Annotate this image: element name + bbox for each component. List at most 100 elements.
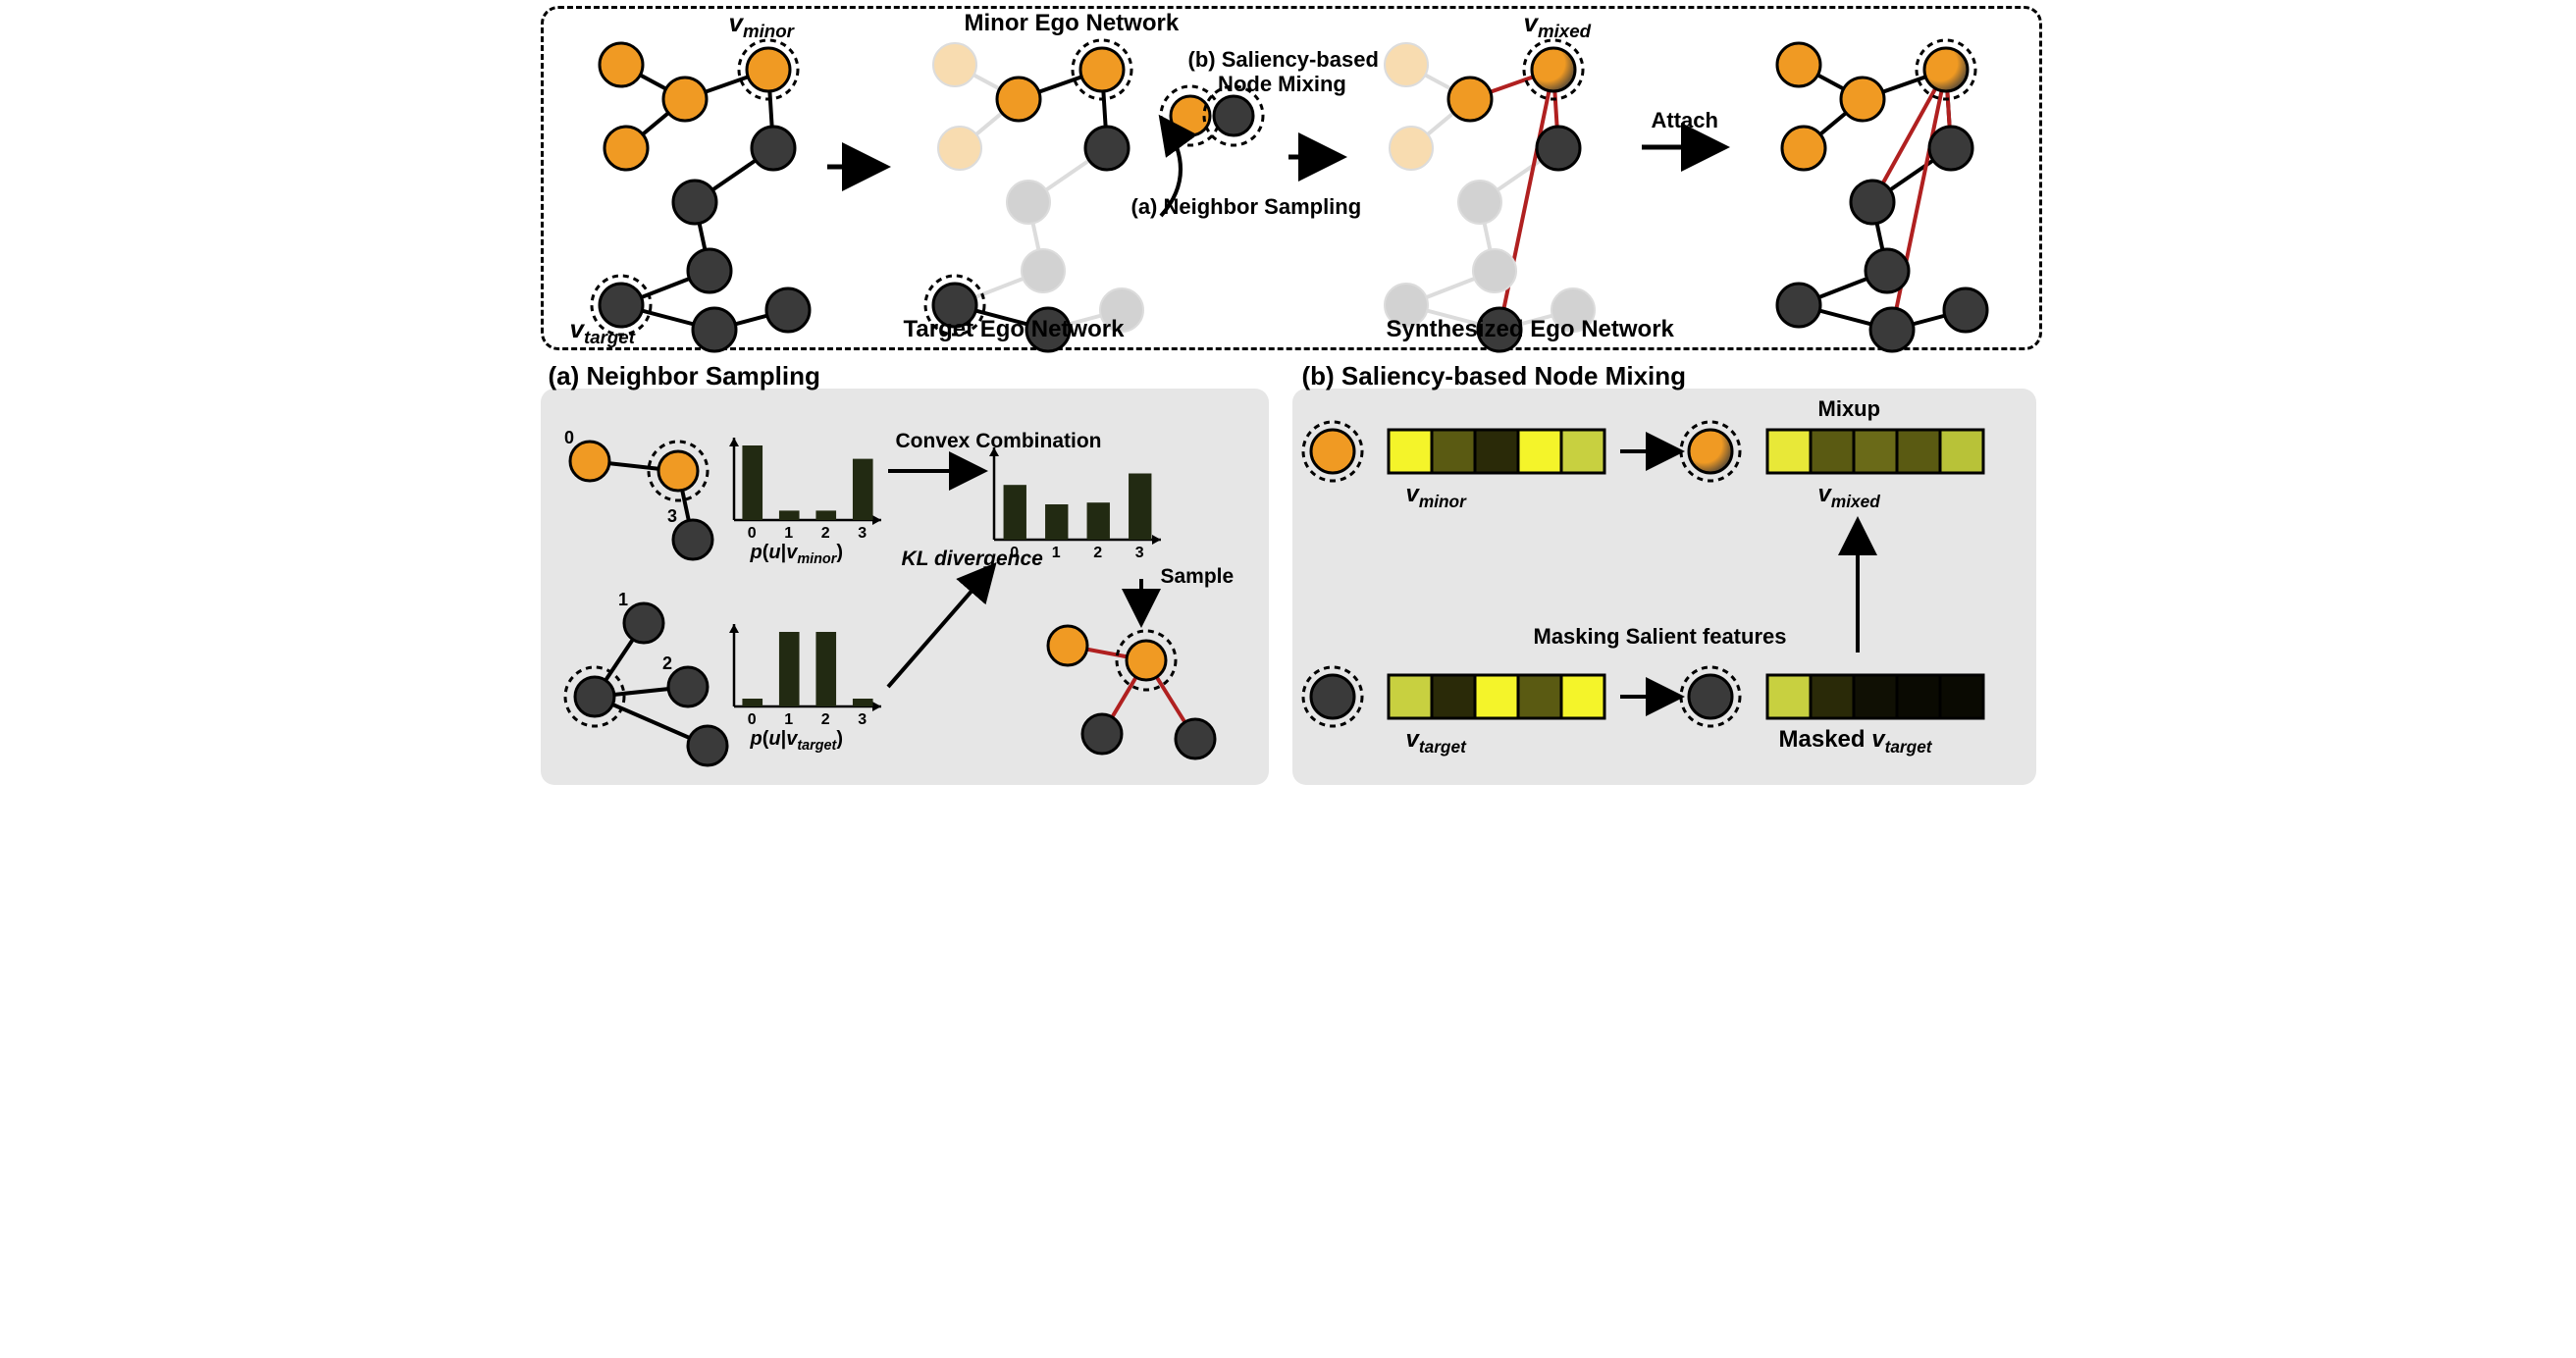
feature-cell <box>1475 430 1518 473</box>
graph-node <box>752 127 795 170</box>
graph-node <box>1473 249 1516 292</box>
bar <box>742 445 762 520</box>
label-p-minor: p(u|vminor) <box>751 542 844 567</box>
node-tag: 2 <box>662 653 672 673</box>
graph-node <box>1127 641 1166 680</box>
feature-cell <box>1897 430 1940 473</box>
svg-layer: 0312012301230123 <box>533 0 2044 795</box>
graph-node <box>1448 78 1492 121</box>
label-convex: Convex Combination <box>896 430 1102 453</box>
axis-arrowhead <box>1152 535 1161 545</box>
feature-cell <box>1389 675 1432 718</box>
graph-node <box>766 288 810 332</box>
label-attach: Attach <box>1652 108 1718 133</box>
graph-node <box>600 43 643 86</box>
feature-cell <box>1432 675 1475 718</box>
label-sample: Sample <box>1161 565 1235 589</box>
graph-node <box>1385 43 1428 86</box>
graph-node <box>1777 284 1820 327</box>
bar <box>1045 504 1068 540</box>
label-synth-ego: Synthesized Ego Network <box>1387 316 1674 343</box>
graph-node <box>1085 127 1129 170</box>
graph-node <box>1689 675 1732 718</box>
graph-node <box>1171 96 1210 135</box>
bar <box>1003 485 1025 540</box>
graph-node <box>624 603 663 643</box>
axis-arrowhead <box>872 702 881 711</box>
label-kl: KL divergence <box>902 548 1043 571</box>
graph-node <box>1532 48 1575 91</box>
label-a-neighbor: (a) Neighbor Sampling <box>1131 194 1362 220</box>
bar <box>852 699 872 706</box>
arrow <box>888 565 994 687</box>
bar <box>778 632 799 706</box>
bar-tick: 1 <box>784 711 793 728</box>
label-v-mixed-top: vmixed <box>1524 8 1592 42</box>
feature-cell <box>1432 430 1475 473</box>
label-masking: Masking Salient features <box>1534 624 1787 650</box>
graph-node <box>693 308 736 351</box>
bar-tick: 0 <box>747 711 756 728</box>
feature-cell <box>1561 675 1604 718</box>
graph-node <box>1537 127 1580 170</box>
graph-node <box>1782 127 1825 170</box>
feature-cell <box>1811 675 1854 718</box>
graph-node <box>663 78 707 121</box>
label-minor-ego: Minor Ego Network <box>965 10 1180 37</box>
graph-node <box>1924 48 1968 91</box>
graph-node <box>688 249 731 292</box>
feature-cell <box>1518 430 1561 473</box>
node-tag: 1 <box>618 590 628 609</box>
graph-node <box>1311 675 1354 718</box>
bar <box>1129 474 1151 541</box>
bar-tick: 0 <box>747 525 756 542</box>
bar-tick: 1 <box>1051 545 1060 561</box>
label-p-target: p(u|vtarget) <box>751 728 844 754</box>
feature-cell <box>1897 675 1940 718</box>
graph-edge <box>1499 70 1553 330</box>
graph-node <box>1841 78 1884 121</box>
feature-cell <box>1475 675 1518 718</box>
axis-arrowhead <box>729 438 739 446</box>
graph-node <box>1176 719 1215 758</box>
label-masked-vt: Masked vtarget <box>1779 726 1932 757</box>
feature-cell <box>1767 430 1811 473</box>
graph-node <box>605 127 648 170</box>
graph-node <box>747 48 790 91</box>
bar <box>852 459 872 520</box>
graph-node <box>1007 181 1050 224</box>
graph-node <box>1777 43 1820 86</box>
graph-node <box>1311 430 1354 473</box>
node-tag: 0 <box>564 428 574 447</box>
graph-node <box>673 181 716 224</box>
feature-cell <box>1561 430 1604 473</box>
feature-cell <box>1940 675 1983 718</box>
bar <box>815 510 836 520</box>
graph-node <box>1851 181 1894 224</box>
graph-node <box>1390 127 1433 170</box>
label-v-target-b: vtarget <box>1406 726 1466 757</box>
panel-a-title: (a) Neighbor Sampling <box>549 361 820 392</box>
label-v-target-top: vtarget <box>570 314 635 348</box>
graph-node <box>570 442 609 481</box>
graph-node <box>1048 626 1087 665</box>
label-v-mixed-b: vmixed <box>1818 481 1880 512</box>
bar <box>778 510 799 520</box>
feature-cell <box>1940 430 1983 473</box>
panel-b-title: (b) Saliency-based Node Mixing <box>1302 361 1687 392</box>
graph-node <box>997 78 1040 121</box>
feature-cell <box>1811 430 1854 473</box>
graph-node <box>668 667 708 706</box>
graph-node <box>938 127 981 170</box>
graph-node <box>575 677 614 716</box>
graph-node <box>1080 48 1124 91</box>
label-mixup: Mixup <box>1818 396 1881 422</box>
feature-cell <box>1518 675 1561 718</box>
graph-node <box>1022 249 1065 292</box>
figure-container: { "colors": { "orange": "#f09a23", "dark… <box>533 0 2044 795</box>
label-v-minor-top: vminor <box>729 8 794 42</box>
label-v-minor-b: vminor <box>1406 481 1466 512</box>
bar <box>742 699 762 706</box>
node-tag: 3 <box>667 506 677 526</box>
graph-node <box>1866 249 1909 292</box>
